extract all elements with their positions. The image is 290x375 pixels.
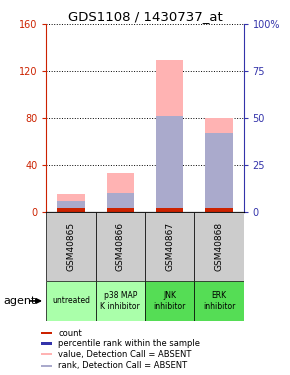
Bar	[156, 60, 183, 212]
Text: JNK
inhibitor: JNK inhibitor	[153, 291, 186, 310]
Text: untreated: untreated	[52, 296, 90, 305]
Text: GSM40867: GSM40867	[165, 222, 174, 271]
Text: GDS1108 / 1430737_at: GDS1108 / 1430737_at	[68, 10, 222, 24]
Text: p38 MAP
K inhibitor: p38 MAP K inhibitor	[100, 291, 140, 310]
Bar	[96, 281, 145, 321]
Bar	[107, 173, 134, 212]
Bar	[96, 212, 145, 281]
Text: agent: agent	[3, 296, 35, 306]
Bar	[194, 212, 244, 281]
Bar	[156, 116, 183, 212]
Bar	[205, 134, 233, 212]
Text: value, Detection Call = ABSENT: value, Detection Call = ABSENT	[58, 350, 192, 358]
Text: rank, Detection Call = ABSENT: rank, Detection Call = ABSENT	[58, 362, 187, 370]
Bar	[41, 364, 52, 367]
Bar	[46, 212, 96, 281]
Bar	[145, 212, 194, 281]
Text: GSM40866: GSM40866	[116, 222, 125, 271]
Bar	[145, 281, 194, 321]
Text: GSM40865: GSM40865	[66, 222, 76, 271]
Bar	[205, 118, 233, 212]
Text: ERK
inhibitor: ERK inhibitor	[203, 291, 235, 310]
Bar	[41, 353, 52, 356]
Bar	[41, 342, 52, 345]
Text: percentile rank within the sample: percentile rank within the sample	[58, 339, 200, 348]
Bar	[41, 332, 52, 334]
Text: count: count	[58, 328, 82, 338]
Bar	[46, 281, 96, 321]
Bar	[156, 209, 183, 212]
Bar	[57, 209, 85, 212]
Bar	[57, 194, 85, 212]
Bar	[57, 201, 85, 212]
Bar	[194, 281, 244, 321]
Text: GSM40868: GSM40868	[214, 222, 224, 271]
Bar	[107, 209, 134, 212]
Bar	[107, 193, 134, 212]
Bar	[205, 209, 233, 212]
